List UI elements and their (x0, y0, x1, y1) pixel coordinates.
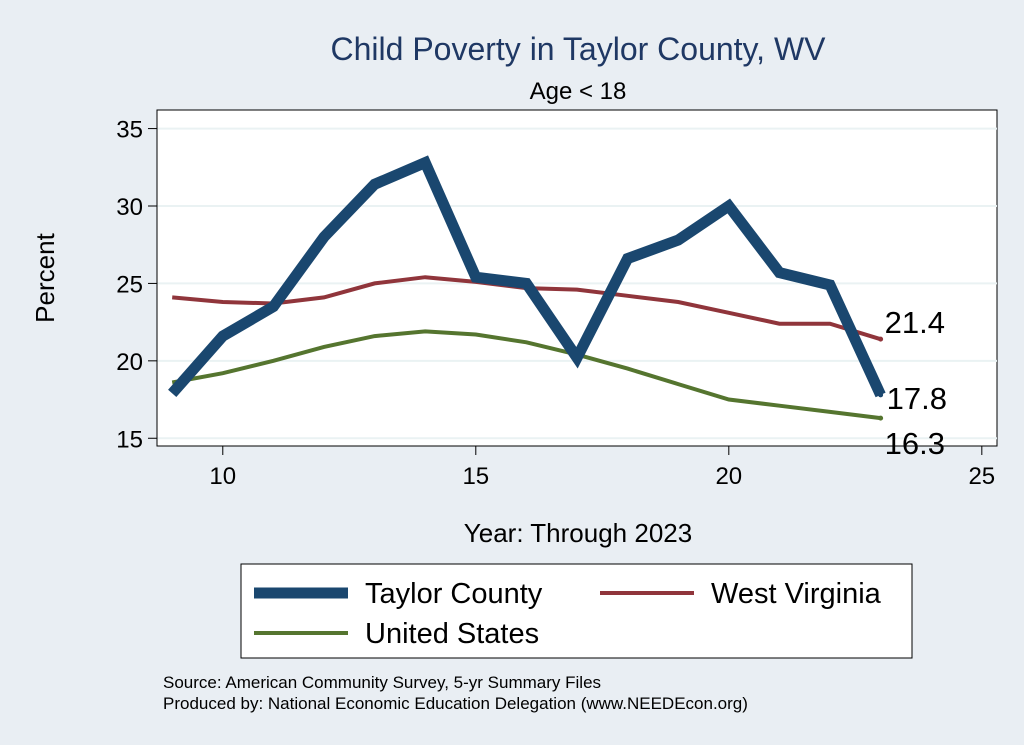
source-line-2: Produced by: National Economic Education… (163, 694, 748, 713)
plot-area (156, 109, 998, 447)
y-tick-label: 30 (116, 194, 143, 221)
x-tick-label: 15 (462, 463, 489, 490)
x-tick-label: 25 (968, 463, 995, 490)
end-label-taylor-county: 17.8 (887, 381, 947, 416)
end-point-west-virginia (878, 336, 884, 342)
legend-label-united-states: United States (365, 618, 539, 650)
series-lines (168, 155, 886, 421)
axes (156, 110, 997, 447)
chart-subtitle: Age < 18 (530, 78, 627, 105)
y-tick-label: 20 (116, 349, 143, 376)
end-label-united-states: 16.3 (885, 426, 945, 461)
series-line-taylor-county (168, 155, 886, 398)
source-line-1: Source: American Community Survey, 5-yr … (163, 673, 601, 692)
legend: Taylor County West Virginia United States (254, 578, 882, 650)
x-tick-label: 20 (715, 463, 742, 490)
y-axis-ticks: 15 20 25 30 35 (116, 117, 157, 453)
x-axis-title: Year: Through 2023 (464, 518, 692, 548)
x-axis-ticks: 10 15 20 25 (209, 446, 995, 490)
legend-label-west-virginia: West Virginia (711, 578, 882, 610)
end-point-united-states (878, 415, 884, 421)
chart-title: Child Poverty in Taylor County, WV (331, 31, 827, 67)
y-tick-label: 35 (116, 117, 143, 144)
end-labels: 17.8 21.4 16.3 (885, 305, 947, 461)
x-tick-label: 10 (209, 463, 236, 490)
end-point-taylor-county (878, 392, 884, 398)
legend-label-taylor-county: Taylor County (365, 578, 543, 610)
y-tick-label: 25 (116, 271, 143, 298)
end-label-west-virginia: 21.4 (885, 305, 945, 340)
y-axis-title: Percent (30, 232, 60, 322)
legend-box (240, 563, 913, 659)
series-line-united-states (171, 329, 881, 421)
y-tick-label: 15 (116, 426, 143, 453)
